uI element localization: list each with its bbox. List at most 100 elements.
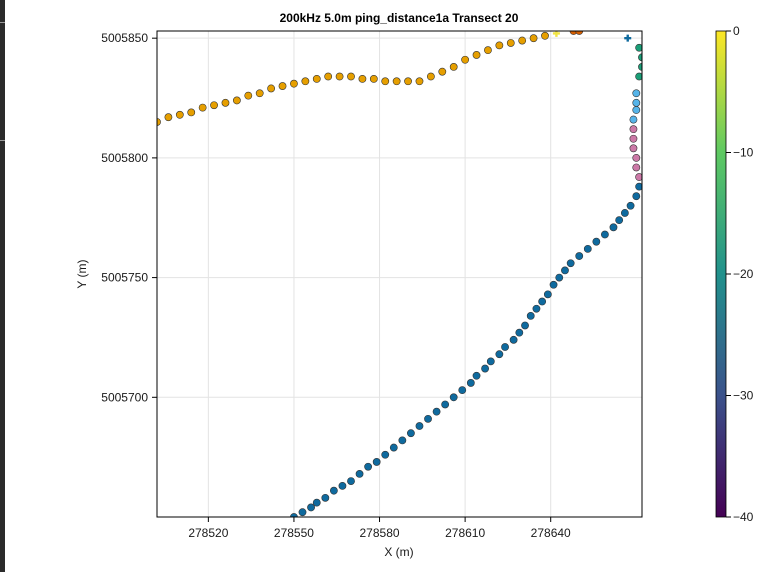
data-point <box>632 163 641 172</box>
data-point <box>232 96 241 105</box>
edge-mark <box>0 22 5 23</box>
colorbar-tick-label: −40 <box>733 510 754 524</box>
data-point <box>369 74 378 83</box>
data-point <box>509 335 518 344</box>
data-point-plus <box>624 34 632 42</box>
data-point <box>404 77 412 86</box>
colorbar-tick-label: −30 <box>733 389 754 403</box>
data-point <box>175 110 184 119</box>
x-tick-label: 278610 <box>445 526 485 540</box>
data-point <box>415 77 424 86</box>
data-point <box>486 357 495 366</box>
y-tick-label: 5005750 <box>101 271 148 285</box>
data-point <box>438 67 447 76</box>
data-point <box>449 63 458 71</box>
x-tick-label: 278520 <box>188 526 228 540</box>
edge-mark <box>0 140 5 141</box>
data-points <box>157 31 642 517</box>
data-point <box>506 39 515 47</box>
data-point <box>324 72 333 81</box>
data-point <box>472 51 481 59</box>
data-point <box>449 393 458 402</box>
data-point <box>632 89 641 98</box>
data-point <box>495 350 504 359</box>
data-point <box>635 43 642 52</box>
data-point <box>629 134 638 143</box>
data-point <box>221 98 230 107</box>
data-point <box>635 173 642 181</box>
plot-area <box>157 31 642 517</box>
data-point <box>441 400 450 409</box>
data-point <box>592 237 601 246</box>
x-tick-label: 278580 <box>360 526 400 540</box>
data-point <box>267 84 276 93</box>
data-point <box>198 103 207 112</box>
data-point <box>632 106 641 114</box>
data-point <box>532 304 541 313</box>
data-point <box>210 101 218 110</box>
data-point <box>407 429 415 438</box>
plot-frame <box>156 30 643 518</box>
data-point <box>635 182 642 191</box>
data-point <box>364 462 373 471</box>
data-point <box>389 443 398 452</box>
data-point <box>615 216 624 225</box>
y-tick-label: 5005800 <box>101 151 148 165</box>
data-point <box>481 364 489 373</box>
data-point <box>632 153 641 162</box>
data-point <box>381 450 390 459</box>
data-point <box>298 508 307 517</box>
data-point <box>632 192 641 201</box>
data-point <box>329 486 338 495</box>
data-point <box>515 328 524 337</box>
data-point <box>518 36 527 45</box>
data-point <box>529 34 538 43</box>
data-point <box>484 46 492 55</box>
data-point <box>629 115 638 124</box>
data-point <box>290 513 298 517</box>
data-point <box>301 77 310 86</box>
data-point <box>472 371 481 380</box>
data-point <box>629 125 638 134</box>
data-point <box>575 31 584 35</box>
data-point <box>626 201 635 210</box>
data-point <box>321 493 330 502</box>
data-point <box>583 244 592 253</box>
colorbar-tick-label: −10 <box>733 146 754 160</box>
data-point <box>635 72 642 81</box>
window-edge-strip <box>0 0 5 572</box>
data-point <box>392 77 401 86</box>
data-point <box>495 41 504 50</box>
data-point <box>620 209 629 217</box>
x-tick-label: 278640 <box>531 526 571 540</box>
data-point <box>347 72 355 81</box>
data-point <box>164 113 173 122</box>
y-ticks: 5005700 5005750 5005800 5005850 <box>101 31 157 404</box>
data-point <box>638 63 642 71</box>
x-tick-label: 278550 <box>274 526 314 540</box>
data-point <box>569 31 578 35</box>
data-point <box>381 77 390 86</box>
data-point <box>609 223 618 232</box>
data-point <box>561 266 569 275</box>
grid <box>157 31 642 517</box>
data-point <box>461 55 470 64</box>
data-point <box>278 82 287 90</box>
data-point <box>415 422 424 430</box>
colorbar-tick-label: 0 <box>733 24 740 38</box>
data-point <box>187 108 196 117</box>
data-point <box>629 144 638 153</box>
y-tick-label: 5005700 <box>101 390 148 404</box>
data-point <box>255 89 264 98</box>
data-point <box>458 386 467 395</box>
data-point <box>575 252 584 260</box>
data-point <box>307 503 315 512</box>
data-point <box>521 321 529 330</box>
data-point <box>543 290 552 299</box>
data-point <box>244 91 253 100</box>
data-point <box>290 79 298 88</box>
colorbar-tick-label: −20 <box>733 267 754 281</box>
colorbar <box>715 30 727 518</box>
data-point <box>555 273 564 282</box>
